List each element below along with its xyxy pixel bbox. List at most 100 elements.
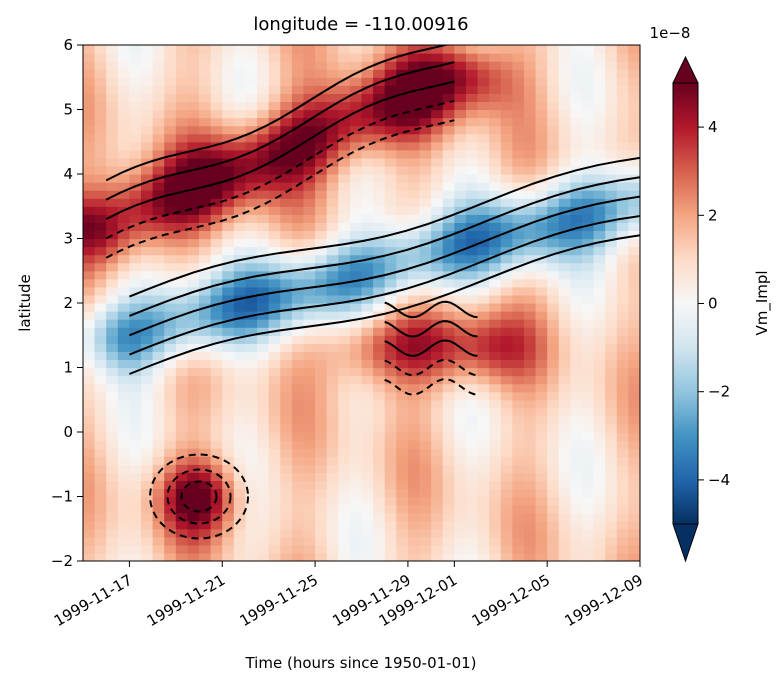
heatmap-cell — [222, 85, 235, 94]
heatmap-cell — [349, 133, 363, 143]
heatmap-cell — [477, 206, 490, 215]
heatmap-cell — [489, 367, 502, 377]
heatmap-cell — [628, 415, 640, 425]
heatmap-cell — [280, 45, 293, 54]
heatmap-cell — [535, 149, 548, 159]
heatmap-cell — [315, 214, 328, 223]
heatmap-cell — [210, 528, 223, 538]
heatmap-cell — [500, 262, 513, 272]
heatmap-cell — [141, 456, 154, 465]
heatmap-cell — [558, 319, 571, 328]
heatmap-cell — [326, 198, 339, 207]
heatmap-cell — [523, 415, 537, 425]
heatmap-cell — [489, 480, 502, 490]
heatmap-cell — [605, 190, 618, 199]
heatmap-cell — [489, 85, 502, 94]
heatmap-cell — [268, 278, 281, 288]
heatmap-cell — [280, 319, 293, 328]
heatmap-cell — [106, 303, 119, 312]
heatmap-cell — [431, 327, 444, 336]
heatmap-cell — [187, 198, 200, 207]
heatmap-cell — [523, 496, 537, 506]
heatmap-cell — [199, 165, 212, 175]
heatmap-cell — [141, 141, 154, 151]
heatmap-cell — [141, 165, 154, 175]
heatmap-cell — [245, 222, 258, 232]
heatmap-cell — [373, 125, 386, 135]
heatmap-cell — [465, 246, 479, 256]
heatmap-cell — [547, 359, 560, 369]
heatmap-cell — [454, 391, 467, 401]
heatmap-cell — [106, 93, 119, 103]
heatmap-cell — [187, 77, 200, 86]
heatmap-cell — [106, 472, 119, 481]
heatmap-cell — [222, 262, 235, 272]
heatmap-cell — [303, 464, 316, 473]
heatmap-cell — [593, 45, 606, 54]
heatmap-cell — [616, 544, 629, 554]
heatmap-cell — [373, 391, 386, 401]
heatmap-cell — [465, 278, 479, 288]
heatmap-cell — [210, 311, 223, 320]
heatmap-cell — [384, 351, 397, 361]
heatmap-cell — [419, 512, 432, 522]
heatmap-cell — [605, 343, 618, 352]
heatmap-cell — [547, 528, 560, 538]
heatmap-cell — [605, 407, 618, 417]
heatmap-cell — [117, 407, 131, 417]
heatmap-cell — [465, 423, 479, 433]
heatmap-cell — [500, 528, 513, 538]
heatmap-cell — [164, 383, 177, 393]
heatmap-cell — [477, 335, 490, 344]
heatmap-cell — [210, 230, 223, 240]
heatmap-cell — [326, 311, 339, 320]
heatmap-cell — [581, 496, 595, 506]
heatmap-cell — [500, 141, 513, 151]
heatmap-cell — [199, 101, 212, 111]
heatmap-cell — [454, 230, 467, 240]
heatmap-cell — [477, 69, 490, 78]
heatmap-cell — [605, 109, 618, 119]
heatmap-cell — [268, 448, 281, 457]
heatmap-cell — [164, 536, 177, 546]
heatmap-cell — [419, 488, 432, 498]
heatmap-cell — [500, 69, 513, 78]
heatmap-cell — [593, 303, 606, 312]
heatmap-cell — [210, 165, 223, 175]
heatmap-cell — [593, 133, 606, 143]
heatmap-cell — [396, 254, 409, 264]
heatmap-cell — [581, 472, 595, 481]
heatmap-cell — [396, 69, 409, 78]
heatmap-cell — [338, 311, 351, 320]
heatmap-cell — [349, 512, 363, 522]
heatmap-cell — [117, 174, 131, 183]
heatmap-cell — [477, 101, 490, 111]
heatmap-cell — [315, 552, 328, 561]
heatmap-cell — [581, 552, 595, 561]
heatmap-cell — [570, 141, 583, 151]
heatmap-cell — [512, 399, 525, 409]
heatmap-cell — [222, 432, 235, 441]
heatmap-cell — [477, 407, 490, 417]
heatmap-cell — [280, 182, 293, 191]
heatmap-cell — [431, 45, 444, 54]
heatmap-cell — [187, 504, 200, 514]
heatmap-cell — [268, 512, 281, 522]
heatmap-cell — [175, 238, 189, 248]
heatmap-cell — [233, 101, 247, 111]
heatmap-cell — [94, 319, 107, 328]
heatmap-cell — [141, 77, 154, 86]
heatmap-cell — [164, 399, 177, 409]
heatmap-cell — [83, 327, 96, 336]
heatmap-cell — [628, 367, 640, 377]
heatmap-cell — [164, 319, 177, 328]
heatmap-cell — [500, 270, 513, 280]
heatmap-cell — [94, 165, 107, 175]
heatmap-cell — [373, 133, 386, 143]
heatmap-cell — [187, 230, 200, 240]
heatmap-cell — [373, 423, 386, 433]
heatmap-cell — [570, 496, 583, 506]
heatmap-cell — [83, 480, 96, 490]
heatmap-cell — [605, 230, 618, 240]
heatmap-cell — [199, 157, 212, 167]
